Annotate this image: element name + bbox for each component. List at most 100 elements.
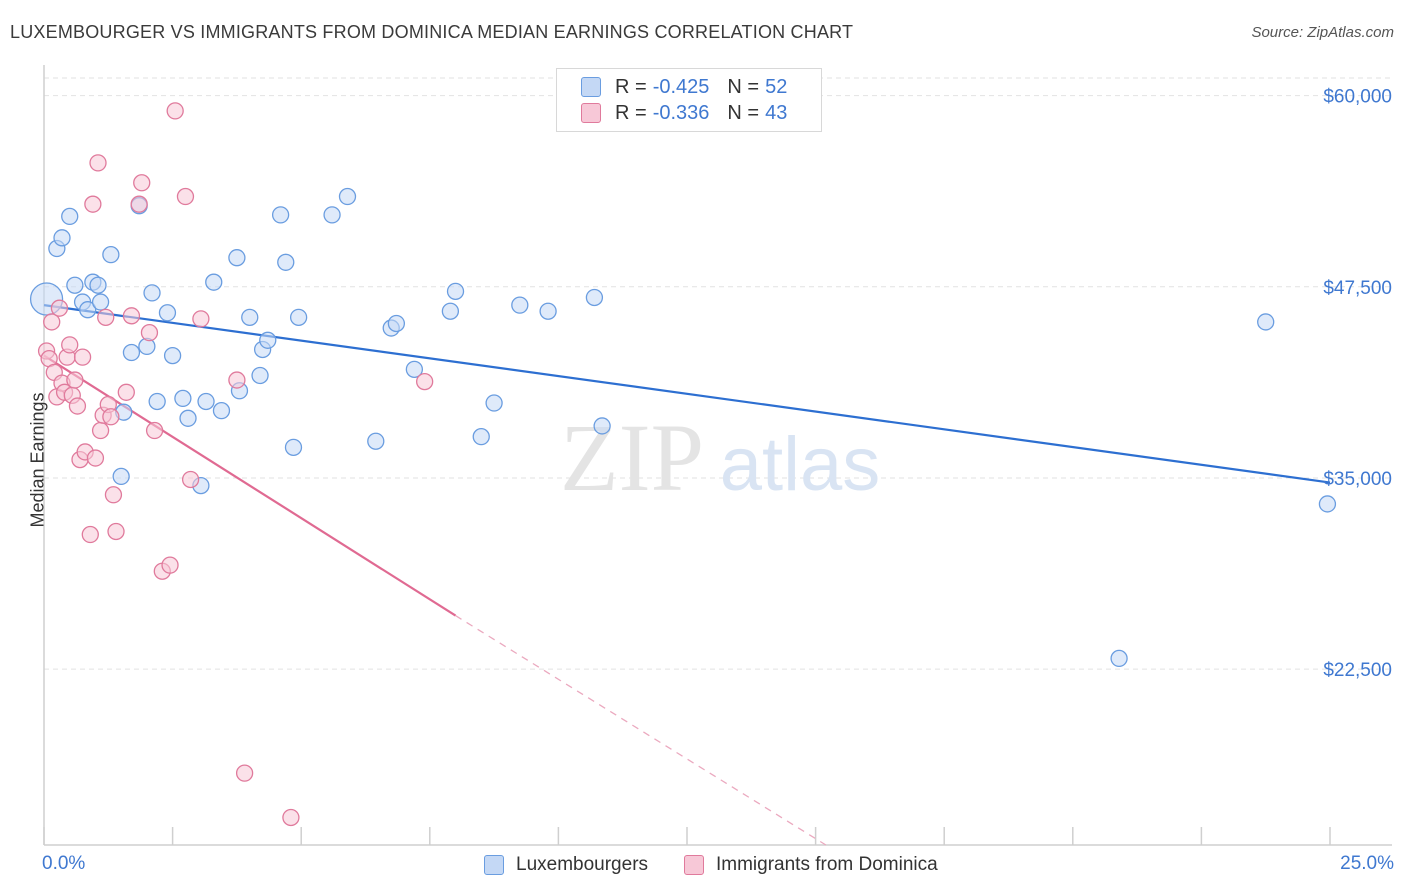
data-point: [228, 371, 246, 389]
tick-labels: $22,500 $35,000 $47,500 $60,000 0.0% 25.0%: [42, 87, 1394, 874]
r-value-luxembourgers: -0.425: [652, 75, 710, 98]
data-point: [107, 522, 125, 541]
n-value-luxembourgers: 52: [765, 75, 788, 98]
y-tick-label: $60,000: [1323, 87, 1392, 108]
data-point: [192, 310, 210, 328]
data-point: [259, 331, 277, 349]
data-point: [485, 394, 503, 412]
data-point: [86, 449, 105, 467]
data-point: [161, 556, 179, 574]
data-point: [585, 288, 604, 307]
trend-line: [43, 304, 1331, 484]
data-point: [117, 383, 135, 401]
dominica-legend-swatch: [684, 855, 704, 875]
data-point: [130, 195, 148, 213]
data-point: [122, 343, 141, 362]
data-point: [97, 308, 115, 327]
stats-legend-row-luxembourgers: R = -0.425 N = 52: [581, 73, 787, 101]
legend-label-luxembourgers: Luxembourgers: [516, 854, 649, 875]
data-point: [593, 417, 611, 435]
data-point: [539, 302, 557, 320]
data-point: [91, 293, 110, 311]
data-point: [228, 249, 246, 267]
axes: [43, 65, 1392, 846]
gridlines: [44, 77, 1392, 670]
n-label: N =: [727, 75, 760, 98]
data-point: [158, 304, 177, 322]
y-tick-label: $35,000: [1323, 469, 1392, 490]
data-point: [1257, 313, 1275, 331]
luxembourgers-legend-swatch: [484, 855, 504, 875]
data-point: [102, 408, 120, 426]
data-point: [89, 276, 107, 294]
r-value-dominica: -0.336: [652, 101, 710, 124]
data-point: [53, 229, 71, 247]
legend-label-dominica: Immigrants from Dominica: [716, 854, 938, 875]
data-point: [122, 307, 141, 325]
data-point: [79, 301, 97, 319]
data-point: [511, 296, 529, 314]
data-point: [289, 308, 308, 327]
data-point: [387, 314, 406, 333]
data-point: [61, 207, 79, 226]
data-point: [241, 308, 259, 327]
data-point: [140, 323, 159, 342]
chart-title: LUXEMBOURGER VS IMMIGRANTS FROM DOMINICA…: [10, 22, 854, 42]
data-point: [367, 432, 385, 450]
data-point: [174, 389, 192, 408]
data-point: [179, 409, 197, 427]
watermark-zip: ZIP: [560, 404, 704, 511]
data-point: [446, 282, 465, 301]
stats-legend-row-dominica: R = -0.336 N = 43: [581, 99, 787, 127]
data-point: [212, 401, 231, 420]
data-point: [205, 273, 223, 291]
data-point: [84, 195, 102, 213]
data-point: [68, 397, 87, 415]
data-point: [323, 206, 341, 224]
legend-item-luxembourgers[interactable]: Luxembourgers: [484, 852, 648, 878]
n-label: N =: [727, 101, 760, 124]
data-point: [73, 348, 92, 366]
data-point: [251, 366, 269, 385]
data-point: [145, 421, 164, 440]
data-point: [91, 421, 110, 440]
data-point: [148, 392, 166, 411]
dominica-swatch: [581, 103, 601, 123]
data-point: [282, 808, 300, 827]
data-point: [176, 187, 195, 206]
data-point: [166, 102, 184, 120]
data-point: [112, 467, 130, 486]
data-point: [81, 525, 99, 544]
x-tick-label: 0.0%: [42, 853, 85, 874]
data-point: [405, 360, 424, 379]
data-point: [104, 486, 123, 504]
x-tick-label: 25.0%: [1340, 853, 1394, 874]
data-point: [61, 336, 79, 354]
stats-legend: R = -0.425 N = 52 R = -0.336 N = 43: [556, 68, 822, 132]
legend-item-dominica[interactable]: Immigrants from Dominica: [684, 852, 938, 878]
chart-source: Source: ZipAtlas.com: [1251, 24, 1394, 41]
data-point: [472, 427, 490, 446]
data-points: [29, 102, 1337, 827]
luxembourgers-swatch: [581, 77, 601, 97]
watermark: ZIP atlas: [560, 404, 880, 511]
y-tick-label: $47,500: [1323, 278, 1392, 299]
data-point: [133, 174, 151, 192]
data-point: [43, 313, 61, 331]
data-point: [163, 346, 182, 365]
data-point: [235, 764, 254, 782]
data-point: [50, 299, 69, 317]
data-point: [102, 245, 120, 264]
data-point: [66, 276, 84, 294]
data-point: [271, 206, 290, 224]
data-point: [1110, 649, 1128, 668]
data-point: [338, 187, 357, 206]
data-point: [143, 284, 161, 302]
y-axis-label: Median Earnings: [27, 392, 48, 528]
data-point: [284, 438, 303, 457]
data-point: [197, 392, 215, 411]
data-point: [1318, 495, 1337, 513]
r-label: R =: [615, 75, 647, 98]
data-point: [66, 371, 84, 389]
